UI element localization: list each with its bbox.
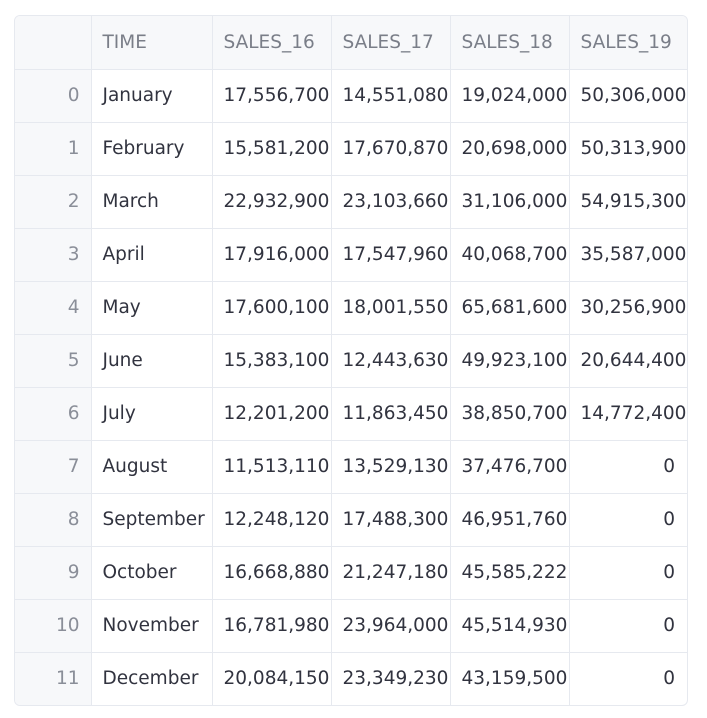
time-cell[interactable]: March	[91, 175, 213, 229]
sales-19-cell[interactable]: 54,915,300	[569, 175, 687, 229]
sales-17-cell[interactable]: 23,349,230	[331, 652, 451, 705]
sales-18-cell[interactable]: 37,476,700	[450, 440, 570, 494]
table-row: 7 August 11,513,110 13,529,130 37,476,700 0	[15, 440, 687, 494]
sales-16-cell[interactable]: 20,084,150	[212, 652, 332, 705]
sales-19-cell[interactable]: 35,587,000	[569, 228, 687, 282]
sales-18-cell[interactable]: 65,681,600	[450, 281, 570, 335]
time-cell[interactable]: February	[91, 122, 213, 176]
sales-16-cell[interactable]: 16,668,880	[212, 546, 332, 600]
table-row: 11 December 20,084,150 23,349,230 43,159,500…	[15, 652, 687, 705]
sales-18-cell[interactable]: 19,024,000	[450, 69, 570, 123]
time-cell[interactable]: December	[91, 652, 213, 705]
column-header-sales-19[interactable]: SALES_19	[569, 16, 687, 70]
table-row: 10 November 16,781,980 23,964,000 45,514,930…	[15, 599, 687, 653]
sales-16-cell[interactable]: 17,916,000	[212, 228, 332, 282]
table-row: 3 April 17,916,000 17,547,960 40,068,700 35,5…	[15, 228, 687, 282]
column-header-sales-18[interactable]: SALES_18	[450, 16, 570, 70]
table-row: 1 February 15,581,200 17,670,870 20,698,000 5…	[15, 122, 687, 176]
time-cell[interactable]: August	[91, 440, 213, 494]
row-index-cell[interactable]: 2	[15, 175, 92, 229]
table-row: 0 January 17,556,700 14,551,080 19,024,000 50…	[15, 69, 687, 123]
sales-16-cell[interactable]: 16,781,980	[212, 599, 332, 653]
sales-19-cell[interactable]: 30,256,900	[569, 281, 687, 335]
sales-18-cell[interactable]: 49,923,100	[450, 334, 570, 388]
sales-17-cell[interactable]: 14,551,080	[331, 69, 451, 123]
column-header-sales-17[interactable]: SALES_17	[331, 16, 451, 70]
row-index-cell[interactable]: 5	[15, 334, 92, 388]
sales-18-cell[interactable]: 40,068,700	[450, 228, 570, 282]
column-header-sales-16[interactable]: SALES_16	[212, 16, 332, 70]
time-cell[interactable]: September	[91, 493, 213, 547]
sales-18-cell[interactable]: 31,106,000	[450, 175, 570, 229]
table-body: 0 January 17,556,700 14,551,080 19,024,000 50…	[15, 69, 687, 705]
sales-17-cell[interactable]: 12,443,630	[331, 334, 451, 388]
row-index-cell[interactable]: 4	[15, 281, 92, 335]
sales-19-cell[interactable]: 50,313,900	[569, 122, 687, 176]
table-row: 5 June 15,383,100 12,443,630 49,923,100 20,64…	[15, 334, 687, 388]
sales-17-cell[interactable]: 17,547,960	[331, 228, 451, 282]
column-header-time[interactable]: TIME	[91, 16, 213, 70]
sales-19-cell[interactable]: 50,306,000	[569, 69, 687, 123]
sales-17-cell[interactable]: 17,488,300	[331, 493, 451, 547]
row-index-cell[interactable]: 3	[15, 228, 92, 282]
sales-18-cell[interactable]: 38,850,700	[450, 387, 570, 441]
time-cell[interactable]: April	[91, 228, 213, 282]
sales-19-cell[interactable]: 20,644,400	[569, 334, 687, 388]
sales-17-cell[interactable]: 23,103,660	[331, 175, 451, 229]
sales-18-cell[interactable]: 45,514,930	[450, 599, 570, 653]
sales-17-cell[interactable]: 23,964,000	[331, 599, 451, 653]
time-cell[interactable]: October	[91, 546, 213, 600]
sales-18-cell[interactable]: 20,698,000	[450, 122, 570, 176]
dataframe-table[interactable]: TIME SALES_16 SALES_17 SALES_18 SALES_19…	[14, 15, 688, 706]
sales-17-cell[interactable]: 21,247,180	[331, 546, 451, 600]
sales-19-cell[interactable]: 0	[569, 546, 687, 600]
table-row: 8 September 12,248,120 17,488,300 46,951,760…	[15, 493, 687, 547]
row-index-cell[interactable]: 1	[15, 122, 92, 176]
table-row: 6 July 12,201,200 11,863,450 38,850,700 14,77…	[15, 387, 687, 441]
sales-16-cell[interactable]: 15,383,100	[212, 334, 332, 388]
time-cell[interactable]: July	[91, 387, 213, 441]
table-row: 2 March 22,932,900 23,103,660 31,106,000 54,9…	[15, 175, 687, 229]
sales-19-cell[interactable]: 0	[569, 493, 687, 547]
row-index-cell[interactable]: 11	[15, 652, 92, 705]
table-row: 9 October 16,668,880 21,247,180 45,585,222 0	[15, 546, 687, 600]
time-cell[interactable]: June	[91, 334, 213, 388]
sales-16-cell[interactable]: 22,932,900	[212, 175, 332, 229]
sales-19-cell[interactable]: 0	[663, 668, 675, 689]
sales-18-cell[interactable]: 46,951,760	[450, 493, 570, 547]
row-index-cell[interactable]: 7	[15, 440, 92, 494]
row-index-cell[interactable]: 6	[15, 387, 92, 441]
sales-16-cell[interactable]: 11,513,110	[212, 440, 332, 494]
time-cell[interactable]: January	[91, 69, 213, 123]
sales-16-cell[interactable]: 17,556,700	[212, 69, 332, 123]
sales-17-cell[interactable]: 11,863,450	[331, 387, 451, 441]
sales-19-cell[interactable]: 0	[569, 599, 687, 653]
row-index-cell[interactable]: 9	[15, 546, 92, 600]
row-index-cell[interactable]: 10	[15, 599, 92, 653]
table-row: 4 May 17,600,100 18,001,550 65,681,600 30,256…	[15, 281, 687, 335]
table-header-row: TIME SALES_16 SALES_17 SALES_18 SALES_19	[15, 16, 687, 70]
sales-19-cell[interactable]: 0	[569, 440, 687, 494]
column-header-index[interactable]	[15, 16, 92, 70]
sales-17-cell[interactable]: 13,529,130	[331, 440, 451, 494]
sales-16-cell[interactable]: 12,201,200	[212, 387, 332, 441]
sales-17-cell[interactable]: 18,001,550	[331, 281, 451, 335]
sales-16-cell[interactable]: 17,600,100	[212, 281, 332, 335]
sales-18-cell[interactable]: 45,585,222	[450, 546, 570, 600]
time-cell[interactable]: May	[91, 281, 213, 335]
sales-16-cell[interactable]: 15,581,200	[212, 122, 332, 176]
sales-19-cell[interactable]: 14,772,400	[569, 387, 687, 441]
row-index-cell[interactable]: 8	[15, 493, 92, 547]
sales-17-cell[interactable]: 17,670,870	[331, 122, 451, 176]
sales-16-cell[interactable]: 12,248,120	[212, 493, 332, 547]
row-index-cell[interactable]: 0	[15, 69, 92, 123]
time-cell[interactable]: November	[91, 599, 213, 653]
sales-18-cell[interactable]: 43,159,500	[450, 652, 570, 705]
sales-table: TIME SALES_16 SALES_17 SALES_18 SALES_19…	[15, 16, 687, 705]
